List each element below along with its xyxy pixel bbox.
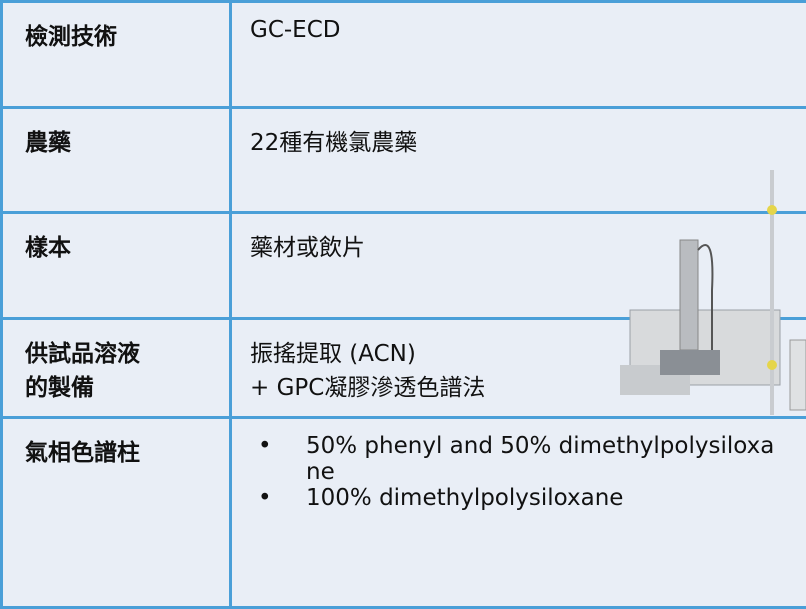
text: 供試品溶液 xyxy=(25,334,207,368)
cell: GC-ECD xyxy=(231,2,806,108)
text: 22種有機氯農藥 xyxy=(250,123,805,157)
text: GC-ECD xyxy=(250,17,805,43)
text: 農藥 xyxy=(25,123,207,157)
bullet: 100% dimethylpolysiloxane xyxy=(258,485,776,511)
row-label: 供試品溶液的製備 xyxy=(2,319,231,418)
rack xyxy=(660,350,720,375)
text: 的製備 xyxy=(25,368,207,402)
text: 樣本 xyxy=(25,228,207,262)
text: 氣相色譜柱 xyxy=(25,433,207,467)
arm xyxy=(680,240,698,350)
bullet: 50% phenyl and 50% dimethylpolysiloxane xyxy=(258,433,776,485)
cell: 50% phenyl and 50% dimethylpolysiloxane1… xyxy=(231,418,806,608)
row-label: 樣本 xyxy=(2,213,231,319)
fitting xyxy=(767,205,777,215)
row-label: 農藥 xyxy=(2,108,231,213)
bottle xyxy=(790,340,806,410)
row-label: 檢測技術 xyxy=(2,2,231,108)
row-label: 氣相色譜柱 xyxy=(2,418,231,608)
fitting xyxy=(767,360,777,370)
text: 檢測技術 xyxy=(25,17,207,51)
bullet-list: 50% phenyl and 50% dimethylpolysiloxane1… xyxy=(250,433,805,511)
instrument-image xyxy=(620,170,806,415)
